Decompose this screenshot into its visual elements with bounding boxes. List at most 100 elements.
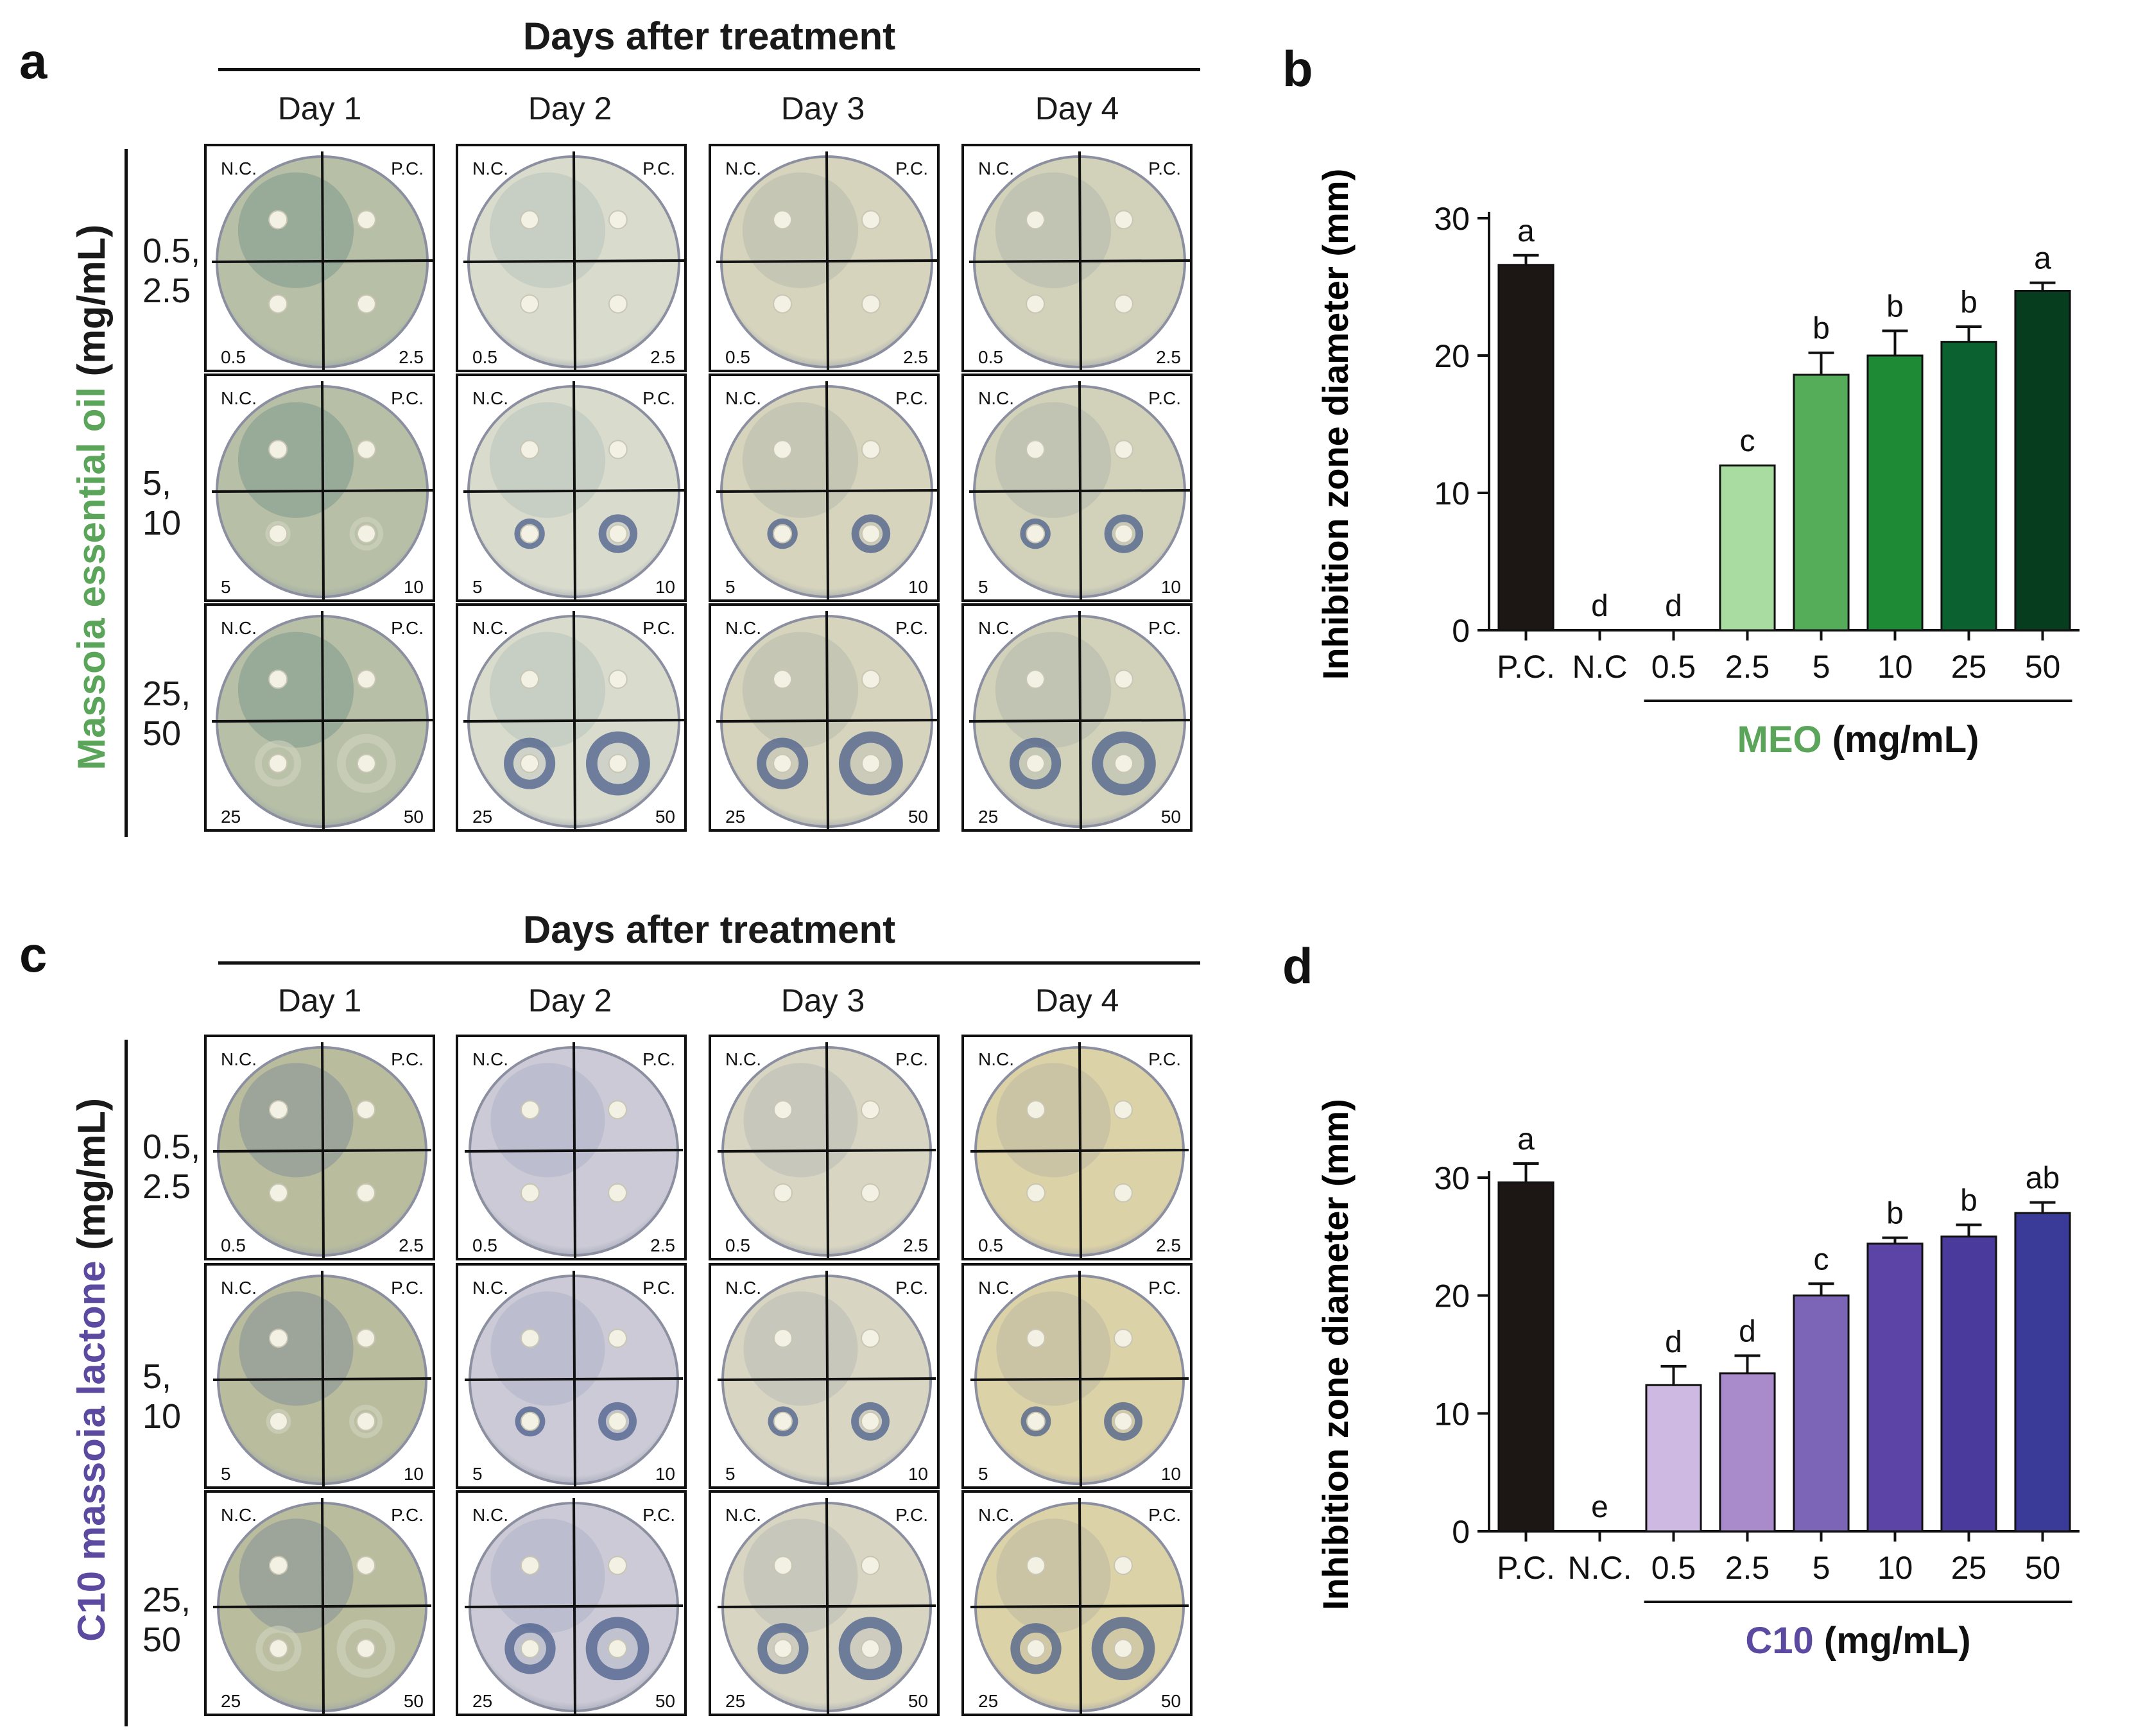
paper-disk xyxy=(861,210,881,230)
paper-disk xyxy=(861,440,881,460)
x-tick-label: 25 xyxy=(1951,1550,1987,1586)
plate-divider-vertical xyxy=(825,381,829,603)
significance-letter: d xyxy=(1739,1314,1756,1348)
panel-b-x-axis-group: MEO xyxy=(1737,719,1822,761)
significance-letter: b xyxy=(1813,312,1830,346)
plate-divider-vertical xyxy=(573,381,576,603)
plate-quadrant-label: 5 xyxy=(725,577,736,597)
panel-a-plate-r1-c4: N.C. P.C. 0.5 2.5 xyxy=(961,144,1193,373)
significance-letter: ab xyxy=(2026,1162,2060,1196)
paper-disk xyxy=(608,1411,628,1431)
plate-quadrant-label: N.C. xyxy=(221,1049,257,1069)
paper-disk xyxy=(1114,1411,1133,1431)
plate-image: N.C. P.C. 25 50 xyxy=(463,610,685,832)
plate-quadrant-label: N.C. xyxy=(725,1049,761,1069)
paper-disk xyxy=(773,1556,793,1576)
plate-image: N.C. P.C. 0.5 2.5 xyxy=(716,151,938,373)
paper-disk xyxy=(773,1183,793,1203)
plate-image: N.C. P.C. 0.5 2.5 xyxy=(211,151,433,373)
plate-image: N.C. P.C. 25 50 xyxy=(717,1497,936,1717)
paper-disk xyxy=(1026,753,1046,773)
x-tick-label: 10 xyxy=(1877,1550,1913,1586)
lawn-shading xyxy=(489,402,606,518)
plate-quadrant-label: P.C. xyxy=(895,1049,928,1069)
paper-disk xyxy=(268,1556,288,1576)
lawn-shading xyxy=(996,1063,1111,1178)
paper-disk xyxy=(773,524,793,544)
y-tick-label: 20 xyxy=(1434,1278,1470,1314)
paper-disk xyxy=(861,1638,881,1658)
panel-a-plate-r2-c3: N.C. P.C. 5 10 xyxy=(709,374,940,603)
plate-quadrant-label: 2.5 xyxy=(1156,347,1181,367)
paper-disk xyxy=(520,524,540,544)
paper-disk xyxy=(773,669,793,689)
plate-quadrant-label: 25 xyxy=(978,807,998,827)
plate-quadrant-label: 10 xyxy=(655,1464,675,1484)
panel-d-chart: Inhibition zone diameter (mm) C10 (mg/mL… xyxy=(0,834,2136,1733)
lawn-shading xyxy=(996,1291,1111,1406)
paper-disk xyxy=(608,1556,628,1576)
paper-disk xyxy=(356,210,376,230)
panel-c-letter: c xyxy=(19,926,47,983)
plate-image: N.C. P.C. 25 50 xyxy=(970,1497,1189,1717)
plate-quadrant-label: 0.5 xyxy=(978,1235,1003,1255)
plate-quadrant-label: P.C. xyxy=(895,1505,928,1525)
significance-letter: b xyxy=(1886,289,1904,323)
paper-disk xyxy=(1026,210,1046,230)
paper-disk xyxy=(1114,1100,1133,1120)
paper-disk xyxy=(1114,210,1133,230)
plate-quadrant-label: N.C. xyxy=(221,618,257,638)
panel-b-chart: Inhibition zone diameter (mm) MEO (mg/mL… xyxy=(0,0,2136,834)
plate-quadrant-label: 10 xyxy=(404,577,424,597)
plate-quadrant-label: 25 xyxy=(472,1691,492,1711)
y-tick-label: 20 xyxy=(1434,338,1470,374)
paper-disk xyxy=(520,753,540,773)
significance-letter: c xyxy=(1740,424,1755,458)
plate-divider-vertical xyxy=(1078,1270,1082,1490)
plate-image: N.C. P.C. 5 10 xyxy=(970,1270,1189,1490)
paper-disk xyxy=(1026,1411,1046,1431)
plate-quadrant-label: N.C. xyxy=(978,618,1014,638)
significance-letter: d xyxy=(1591,589,1608,623)
panel-c-row-label-2: 5, 10 xyxy=(142,1357,182,1436)
bar xyxy=(1719,464,1776,632)
plate-quadrant-label: 0.5 xyxy=(472,1235,497,1255)
plate-image: N.C. P.C. 0.5 2.5 xyxy=(970,1042,1189,1261)
panel-a-side-rule xyxy=(125,149,128,837)
plate-quadrant-label: P.C. xyxy=(1148,388,1181,408)
paper-disk xyxy=(1114,669,1133,689)
plate-divider-vertical xyxy=(573,1042,576,1261)
plate-quadrant-label: 2.5 xyxy=(650,1235,675,1255)
plate-image: N.C. P.C. 0.5 2.5 xyxy=(717,1042,936,1261)
lawn-shading xyxy=(490,1518,605,1633)
plate-quadrant-label: 50 xyxy=(404,1691,424,1711)
paper-disk xyxy=(773,1328,793,1348)
paper-disk xyxy=(268,1183,288,1203)
paper-disk xyxy=(1026,669,1046,689)
plate-quadrant-label: N.C. xyxy=(472,618,508,638)
plate-quadrant-label: 0.5 xyxy=(221,1235,246,1255)
plate-divider-vertical xyxy=(1078,1497,1082,1717)
x-tick-label: 25 xyxy=(1951,649,1987,685)
panel-c-side-rule xyxy=(125,1040,128,1726)
panel-c-days-title: Days after treatment xyxy=(522,908,896,951)
plate-image: N.C. P.C. 25 50 xyxy=(969,610,1191,832)
paper-disk xyxy=(1026,524,1046,544)
plate-divider-vertical xyxy=(825,1270,829,1490)
x-tick-label: 2.5 xyxy=(1725,649,1770,685)
plate-quadrant-label: 2.5 xyxy=(1156,1235,1181,1255)
paper-disk xyxy=(356,1556,376,1576)
plate-quadrant-label: P.C. xyxy=(391,618,424,638)
plate-quadrant-label: 25 xyxy=(725,807,745,827)
plate-quadrant-label: P.C. xyxy=(1148,1049,1181,1069)
paper-disk xyxy=(520,294,540,314)
plate-quadrant-label: P.C. xyxy=(391,1505,424,1525)
plate-quadrant-label: P.C. xyxy=(642,1278,675,1298)
significance-letter: c xyxy=(1814,1242,1829,1276)
x-tick-label: 50 xyxy=(2025,1550,2061,1586)
plate-quadrant-label: 10 xyxy=(404,1464,424,1484)
lawn-shading xyxy=(237,632,354,748)
significance-letter: e xyxy=(1591,1490,1608,1524)
plate-image: N.C. P.C. 5 10 xyxy=(463,381,685,603)
paper-disk xyxy=(608,210,628,230)
